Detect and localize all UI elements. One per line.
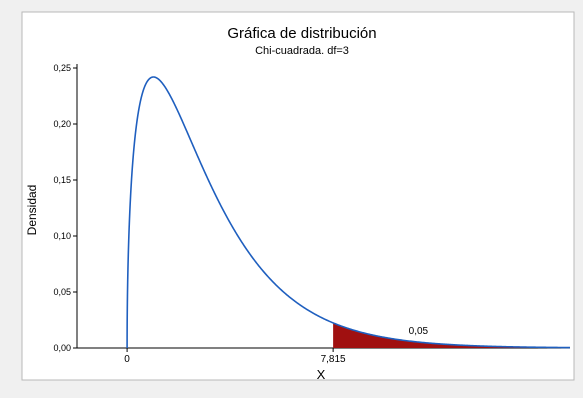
shaded-tail-area: [333, 322, 570, 348]
x-tick-label: 7,815: [321, 354, 346, 365]
y-tick-label: 0,00: [53, 343, 71, 353]
plot-area: [21, 11, 575, 381]
y-axis-label: Densidad: [25, 185, 39, 236]
x-tick-label: 0: [124, 354, 130, 365]
y-tick-label: 0,10: [53, 231, 71, 241]
tail-area-label: 0,05: [409, 326, 429, 337]
y-tick-label: 0,05: [53, 287, 71, 297]
y-tick-label: 0,20: [53, 119, 71, 129]
x-ticks: 0 7,815: [124, 348, 346, 365]
x-axis-label: X: [317, 367, 326, 382]
chart-subtitle: Chi-cuadrada. df=3: [255, 45, 349, 57]
y-ticks: 0,00 0,05 0,10 0,15 0,20 0,25: [53, 63, 77, 353]
chart-title: Gráfica de distribución: [227, 25, 376, 42]
y-tick-label: 0,15: [53, 175, 71, 185]
density-curve: [126, 76, 571, 349]
y-tick-label: 0,25: [53, 63, 71, 73]
